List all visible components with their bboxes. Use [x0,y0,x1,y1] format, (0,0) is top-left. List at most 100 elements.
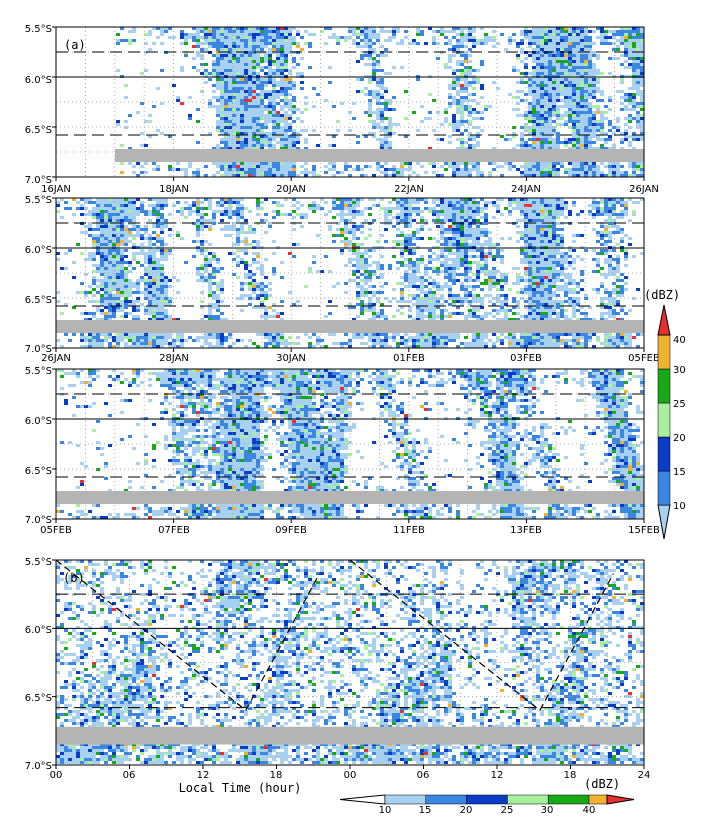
reflectivity-cell [624,249,628,252]
reflectivity-cell [592,228,596,231]
reflectivity-cell [456,39,460,42]
reflectivity-cell [460,255,464,258]
reflectivity-cell [520,132,524,135]
reflectivity-cell [120,207,124,210]
reflectivity-cell [628,57,632,60]
reflectivity-cell [204,48,208,51]
reflectivity-cell [372,69,376,72]
reflectivity-cell [576,96,580,99]
reflectivity-cell [580,57,584,60]
reflectivity-cell [412,234,416,237]
reflectivity-cell [528,165,532,168]
reflectivity-cell [220,129,224,132]
reflectivity-cell [608,240,612,243]
reflectivity-cell [240,261,244,264]
reflectivity-cell [92,216,96,219]
reflectivity-cell [608,96,612,99]
reflectivity-cell [500,273,504,276]
reflectivity-cell [272,93,276,96]
reflectivity-cell [272,36,276,39]
reflectivity-cell [256,66,260,69]
reflectivity-cell [124,225,128,228]
reflectivity-cell [248,243,252,246]
reflectivity-cell [556,99,560,102]
reflectivity-cell [572,267,576,270]
reflectivity-cell [152,168,156,171]
reflectivity-cell [544,228,548,231]
reflectivity-cell [240,225,244,228]
reflectivity-cell [396,30,400,33]
reflectivity-cell [280,213,284,216]
reflectivity-cell [432,30,436,33]
reflectivity-cell [616,117,620,120]
reflectivity-cell [452,54,456,57]
reflectivity-cell [300,129,304,132]
reflectivity-cell [468,261,472,264]
reflectivity-cell [468,114,472,117]
reflectivity-cell [260,207,264,210]
reflectivity-cell [556,228,560,231]
reflectivity-cell [196,141,200,144]
reflectivity-cell [444,111,448,114]
reflectivity-cell [536,66,540,69]
reflectivity-cell [84,273,88,276]
reflectivity-cell [456,93,460,96]
reflectivity-cell [436,219,440,222]
reflectivity-cell [628,87,632,90]
reflectivity-cell [564,45,568,48]
reflectivity-cell [392,171,396,174]
reflectivity-cell [240,249,244,252]
reflectivity-cell [636,201,640,204]
reflectivity-cell [292,39,296,42]
reflectivity-cell [584,141,588,144]
reflectivity-cell [404,225,408,228]
reflectivity-cell [572,81,576,84]
reflectivity-cell [596,213,600,216]
reflectivity-cell [480,249,484,252]
reflectivity-cell [228,225,232,228]
reflectivity-cell [356,204,360,207]
reflectivity-cell [168,36,172,39]
reflectivity-cell [240,258,244,261]
reflectivity-cell [576,162,580,165]
reflectivity-cell [456,216,460,219]
reflectivity-cell [448,123,452,126]
reflectivity-cell [604,273,608,276]
reflectivity-cell [224,207,228,210]
reflectivity-cell [556,204,560,207]
reflectivity-cell [228,111,232,114]
reflectivity-cell [572,102,576,105]
reflectivity-cell [208,219,212,222]
reflectivity-cell [592,132,596,135]
reflectivity-cell [196,240,200,243]
reflectivity-cell [452,270,456,273]
reflectivity-cell [560,213,564,216]
reflectivity-cell [216,162,220,165]
reflectivity-cell [292,120,296,123]
reflectivity-cell [224,96,228,99]
reflectivity-cell [220,69,224,72]
reflectivity-cell [444,108,448,111]
reflectivity-cell [196,234,200,237]
reflectivity-cell [232,144,236,147]
reflectivity-cell [640,60,644,63]
reflectivity-cell [484,261,488,264]
reflectivity-cell [120,249,124,252]
reflectivity-cell [588,117,592,120]
reflectivity-cell [212,216,216,219]
reflectivity-cell [240,123,244,126]
reflectivity-cell [268,108,272,111]
reflectivity-cell [532,72,536,75]
reflectivity-cell [280,66,284,69]
reflectivity-cell [400,276,404,279]
reflectivity-cell [368,99,372,102]
reflectivity-cell [576,36,580,39]
reflectivity-cell [600,36,604,39]
reflectivity-cell [476,81,480,84]
reflectivity-cell [416,33,420,36]
reflectivity-cell [452,207,456,210]
reflectivity-cell [256,57,260,60]
reflectivity-cell [588,102,592,105]
reflectivity-cell [488,231,492,234]
reflectivity-cell [580,168,584,171]
